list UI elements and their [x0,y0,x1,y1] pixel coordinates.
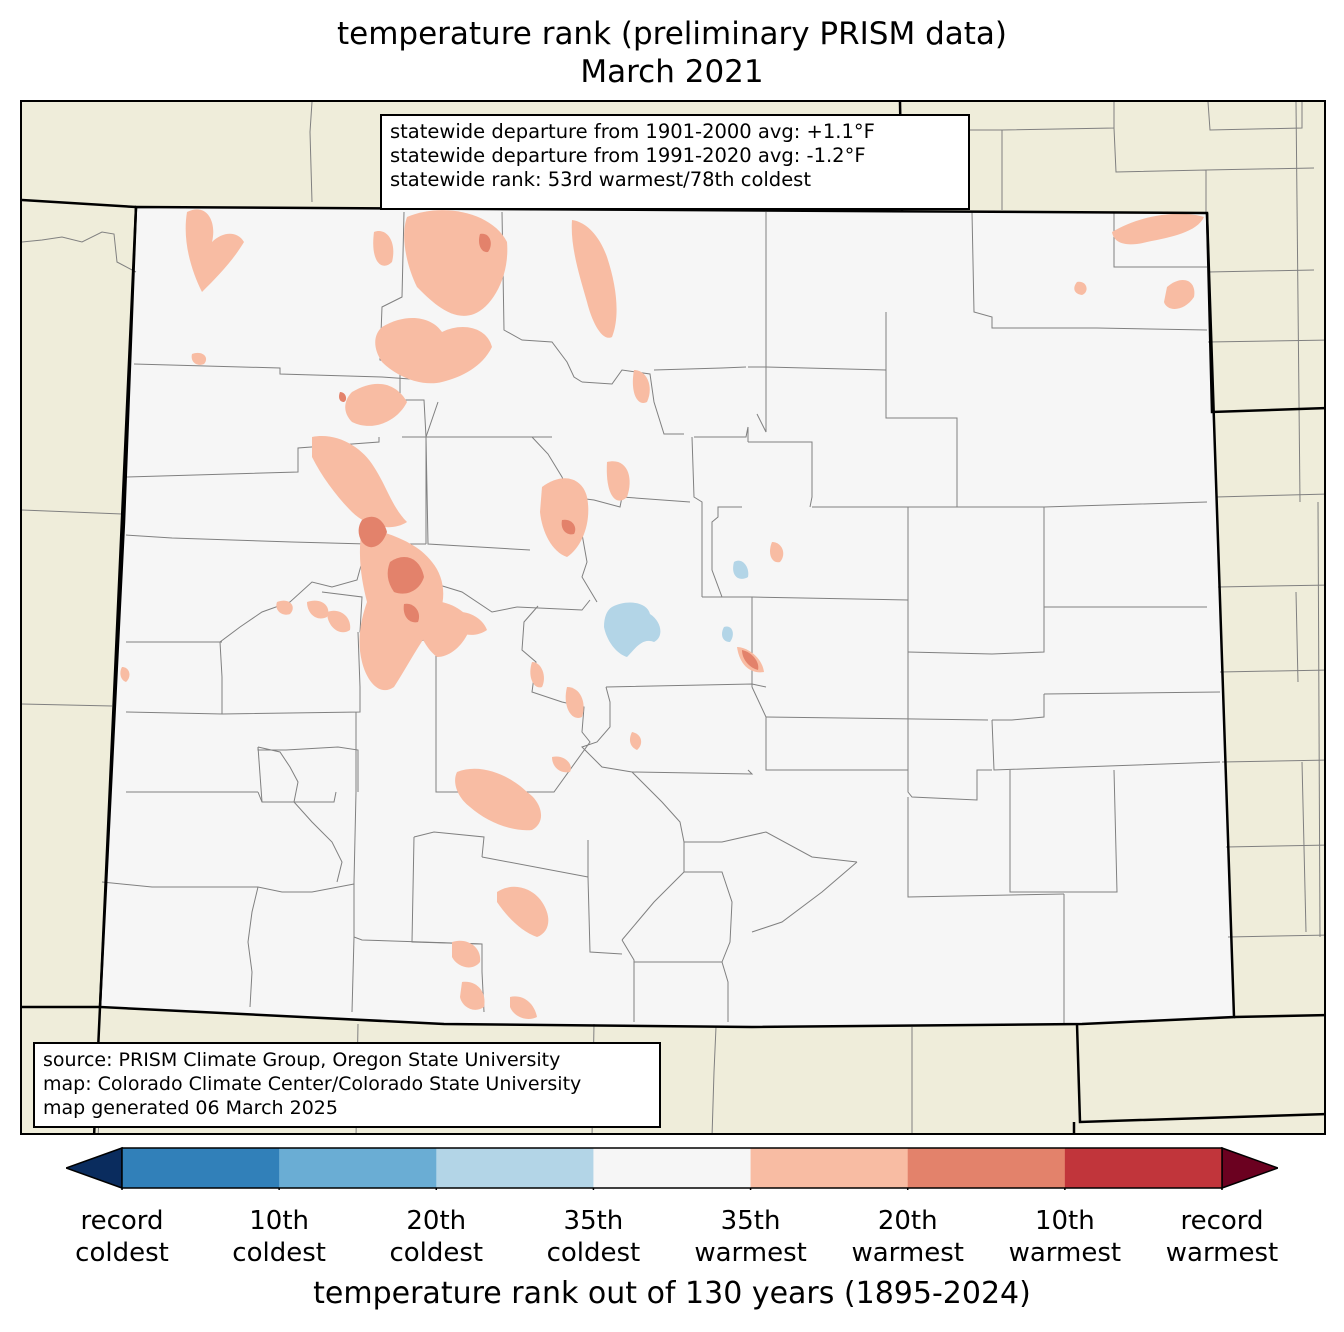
colorbar-extension-coldest [66,1146,123,1190]
tick-label-line1: 10th [1034,1206,1095,1236]
colorbar-segment-35th-to-20th-warmest [750,1148,909,1188]
tick-label-line2: warmest [694,1238,807,1268]
rank-shading-20th-35th-coldest [604,560,749,657]
colorbar-segment-10th-to-20th-coldest [279,1148,437,1188]
tick-label-line1: record [1180,1206,1264,1236]
map-title: temperature rank (preliminary PRISM data… [336,16,1007,52]
colorbar-title: temperature rank out of 130 years (1895-… [313,1276,1031,1311]
statewide-rank: statewide rank: 53rd warmest/78th coldes… [390,168,811,191]
statewide-stats-box: statewide departure from 1901-2000 avg: … [380,114,970,210]
colorbar-tick-label: record warmest [1132,1205,1312,1269]
tick-label-line2: warmest [851,1238,964,1268]
tick-label-line1: 20th [406,1206,467,1236]
colorbar-segment-near-normal [593,1148,752,1188]
map-credit: map: Colorado Climate Center/Colorado St… [43,1073,582,1095]
colorbar-frame [121,1147,1223,1189]
colorbar-extension-warmest [1221,1146,1278,1190]
neighbor-county-boundaries [22,102,1324,1133]
departure-1991-2020: statewide departure from 1991-2020 avg: … [390,144,866,167]
tick-label-line2: coldest [232,1238,326,1268]
tick-label-line2: coldest [389,1238,484,1268]
colorbar-tick-label: 20th coldest [346,1205,526,1269]
source-credit: source: PRISM Climate Group, Oregon Stat… [43,1049,561,1071]
colorbar-tick-label: 35th coldest [503,1205,683,1269]
tick-label-line2: coldest [546,1238,641,1268]
tick-label-line1: 35th [720,1206,781,1236]
source-box: source: PRISM Climate Group, Oregon Stat… [33,1042,661,1128]
rank-shading-20th-10th-warmest [339,233,759,670]
map-subtitle: March 2021 [580,54,764,90]
colorbar-tick-label: 35th warmest [661,1205,841,1269]
colorbar-tick-label: record coldest [32,1205,212,1269]
colorbar-segment-record-to-10th-coldest [122,1148,280,1188]
tick-label-line1: 10th [249,1206,310,1236]
colorbar-segment-20th-to-10th-warmest [907,1148,1066,1188]
colorbar [66,1146,1278,1190]
colorbar-tick-label: 10th warmest [975,1205,1155,1269]
tick-label-line1: record [80,1206,164,1236]
colorbar-segment-10th-to-record-warmest [1064,1148,1223,1188]
colorbar-segment-20th-to-35th-coldest [436,1148,594,1188]
colorbar-tick-label: 20th warmest [818,1205,998,1269]
tick-label-line2: warmest [1008,1238,1122,1268]
county-boundaries [101,211,1221,1024]
tick-label-line1: 20th [877,1206,938,1236]
map-generated-date: map generated 06 March 2025 [43,1097,338,1119]
departure-1901-2000: statewide departure from 1901-2000 avg: … [390,120,875,143]
map-panel: statewide departure from 1901-2000 avg: … [20,100,1326,1135]
tick-label-line1: 35th [563,1206,624,1236]
rank-shading-35th-20th-warmest [120,209,1204,1019]
tick-label-line2: coldest [75,1238,169,1268]
tick-label-line2: warmest [1165,1238,1279,1268]
map-svg [22,102,1324,1133]
colorbar-tick-label: 10th coldest [189,1205,369,1269]
